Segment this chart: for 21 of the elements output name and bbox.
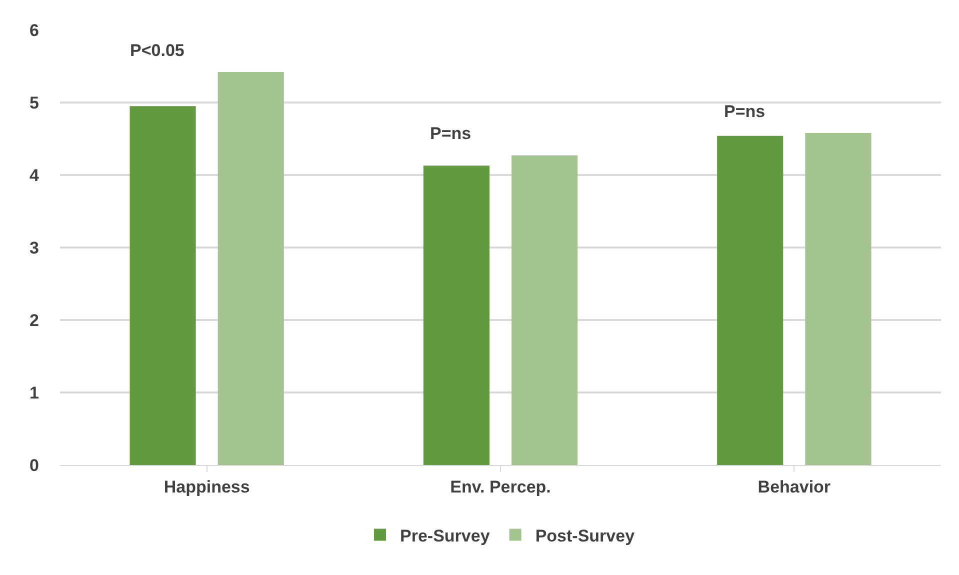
legend-label: Pre-Survey — [400, 526, 490, 546]
y-tick-label: 4 — [30, 166, 40, 185]
bar — [130, 106, 196, 465]
bar — [512, 155, 578, 465]
legend-label: Post-Survey — [535, 526, 636, 546]
y-tick-label: 2 — [30, 310, 39, 330]
annotation: P=ns — [724, 102, 766, 121]
y-tick-label: 6 — [30, 20, 39, 40]
x-tick-label: Env. Percep. — [450, 477, 551, 496]
y-tick-label: 0 — [30, 456, 39, 475]
bar — [805, 132, 872, 465]
y-tick-label: 5 — [30, 93, 39, 112]
annotation: P=ns — [430, 124, 472, 143]
y-tick-label: 1 — [30, 383, 39, 402]
x-tick-label: Behavior — [758, 477, 831, 496]
y-tick-label: 3 — [30, 238, 39, 258]
bar — [423, 166, 490, 465]
x-tick-label: Happiness — [164, 477, 250, 496]
bar — [218, 72, 284, 465]
bar — [717, 136, 784, 465]
annotation: P<0.05 — [130, 41, 184, 60]
